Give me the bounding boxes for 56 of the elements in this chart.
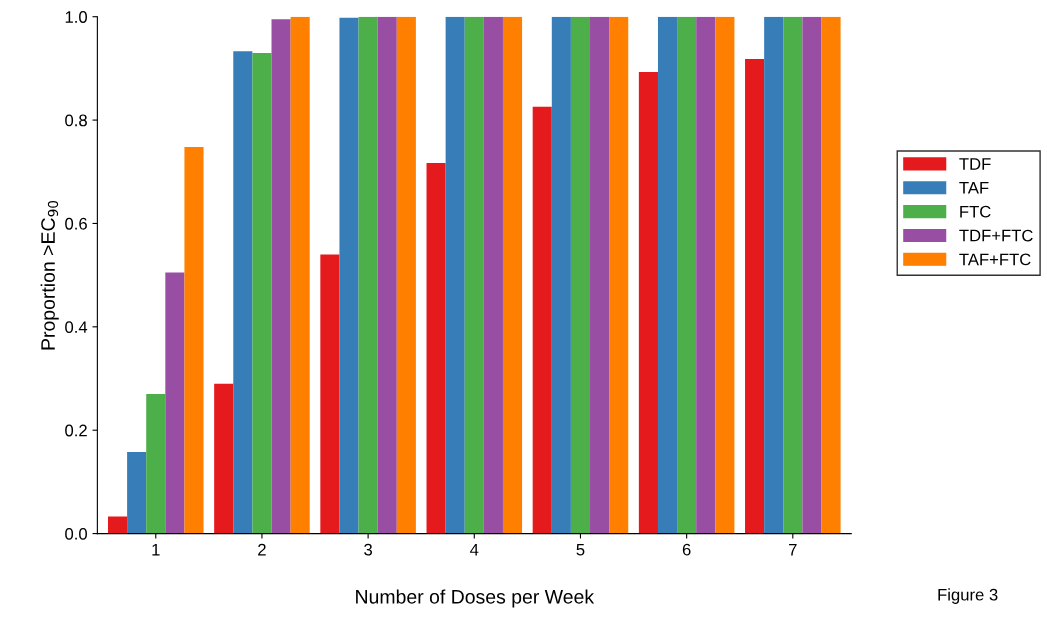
bar — [377, 16, 397, 534]
bar — [358, 16, 378, 534]
bar — [464, 16, 484, 534]
bar — [821, 16, 841, 534]
x-tick-label: 6 — [682, 543, 691, 556]
y-tick-label: 0.6 — [65, 217, 87, 230]
bar — [483, 16, 503, 534]
bar — [657, 16, 678, 534]
y-axis-title: Proportion >EC$_{90}$ — [40, 200, 59, 350]
bar — [783, 16, 803, 534]
bar — [146, 394, 166, 534]
caption: Figure 3 — [938, 588, 998, 604]
bar — [426, 162, 446, 534]
y-tick-label: 0.8 — [65, 114, 87, 127]
y-tick-label: 0.2 — [65, 424, 87, 437]
x-axis-title: Number of Doses per Week — [356, 589, 595, 608]
x-tick-label: 1 — [152, 543, 160, 556]
bar — [745, 59, 765, 534]
bar — [696, 16, 716, 534]
bar — [445, 16, 465, 534]
bar — [339, 17, 359, 534]
x-tick-label: 5 — [576, 543, 585, 556]
bar — [290, 16, 310, 534]
bar — [802, 16, 822, 534]
x-tick-label: 2 — [258, 543, 266, 556]
bar — [252, 52, 272, 534]
bar — [677, 16, 697, 534]
x-tick-label: 7 — [789, 543, 797, 556]
bar — [532, 106, 552, 534]
y-tick-label: 1.0 — [65, 11, 87, 23]
legend-label: TDF+FTC — [959, 229, 1033, 242]
legend-label: TAF+FTC — [959, 253, 1031, 266]
bar — [127, 451, 147, 534]
bar — [570, 16, 591, 534]
bar — [233, 51, 253, 534]
legend-label: TDF — [959, 158, 991, 170]
legend-label: FTC — [960, 205, 991, 218]
bar — [271, 19, 291, 534]
y-tick-label: 0.4 — [65, 321, 88, 334]
bar — [715, 16, 735, 534]
x-tick-label: 4 — [470, 543, 479, 556]
bar — [638, 72, 658, 534]
bar — [609, 16, 629, 534]
legend-label: TAF — [959, 182, 989, 194]
bar — [107, 516, 128, 534]
bar — [396, 16, 416, 534]
bar — [502, 16, 523, 534]
bar — [551, 16, 571, 534]
bar — [184, 146, 204, 534]
x-tick-label: 3 — [364, 543, 373, 556]
bar — [590, 16, 610, 534]
y-tick-label: 0.0 — [65, 527, 87, 540]
bar — [320, 254, 340, 534]
bar — [214, 383, 234, 534]
bar — [764, 16, 784, 534]
bar — [165, 272, 185, 534]
